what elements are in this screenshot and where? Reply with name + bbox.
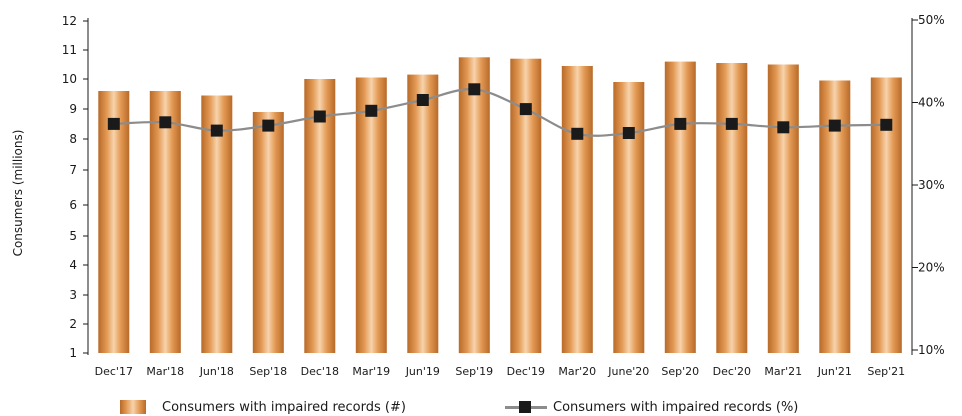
x-tick-label: Dec'18: [301, 365, 339, 378]
line-marker: [571, 127, 584, 140]
x-tick-label: Jun'19: [405, 365, 440, 378]
left-tick-label: 10: [62, 72, 77, 86]
bar: [252, 112, 284, 353]
bar: [613, 82, 645, 353]
legend-item-line: Consumers with impaired records (%): [505, 398, 798, 416]
left-tick-label: 6: [69, 198, 77, 212]
legend: Consumers with impaired records (#) Cons…: [0, 398, 962, 416]
bar: [304, 79, 336, 353]
x-tick-label: Mar'21: [764, 365, 802, 378]
series-line: [113, 88, 887, 137]
x-tick-label: June'20: [607, 365, 649, 378]
legend-label-bars: Consumers with impaired records (#): [162, 399, 406, 415]
bar: [201, 95, 233, 353]
left-tick-label: 3: [69, 288, 77, 302]
x-tick-label: Mar'19: [352, 365, 390, 378]
line-marker: [725, 117, 738, 130]
x-tick-label: Sep'18: [249, 365, 287, 378]
right-tick-label: 20%: [918, 261, 945, 275]
right-tick-label: 40%: [918, 96, 945, 110]
line-layer: [107, 83, 893, 140]
x-tick-label: Jun'18: [199, 365, 234, 378]
right-tick-label: 30%: [918, 178, 945, 192]
legend-item-bars: Consumers with impaired records (#): [120, 398, 406, 416]
line-marker: [159, 116, 172, 129]
line-marker: [880, 118, 893, 131]
bar: [664, 61, 696, 353]
bar: [767, 64, 799, 353]
line-marker: [313, 110, 326, 123]
line-marker: [107, 117, 120, 130]
left-tick-label: 12: [62, 14, 77, 28]
bar: [355, 77, 387, 353]
bar: [458, 57, 490, 354]
legend-swatch-bar: [120, 400, 146, 414]
y-axis-title: Consumers (millions): [11, 130, 25, 257]
legend-label-line: Consumers with impaired records (%): [553, 399, 799, 415]
right-tick-label: 50%: [918, 13, 945, 27]
left-tick-label: 2: [69, 317, 77, 331]
bar: [149, 91, 181, 353]
left-tick-label: 4: [69, 258, 77, 272]
bar: [716, 63, 748, 353]
chart: Consumers (millions) 12345678910111210%2…: [11, 13, 945, 378]
legend-swatch-line: [505, 400, 547, 414]
x-tick-label: Mar'18: [146, 365, 184, 378]
left-tick-label: 5: [69, 229, 77, 243]
line-marker: [622, 127, 635, 139]
line-marker: [828, 119, 841, 132]
x-tick-label: Mar'20: [558, 365, 596, 378]
left-tick-label: 9: [69, 102, 77, 116]
bar: [561, 66, 593, 353]
line-marker: [210, 124, 223, 137]
bars-layer: [98, 57, 902, 354]
line-marker: [262, 119, 275, 132]
x-tick-label: Dec'17: [95, 365, 133, 378]
bar: [407, 74, 439, 353]
x-tick-label: Sep'19: [455, 365, 493, 378]
x-tick-label: Sep'21: [867, 365, 905, 378]
left-tick-label: 8: [69, 132, 77, 146]
line-marker: [416, 94, 429, 106]
right-tick-label: 10%: [918, 343, 945, 357]
line-marker: [468, 83, 481, 96]
bar: [510, 58, 542, 353]
x-tick-label: Sep'20: [661, 365, 699, 378]
bar: [98, 91, 130, 353]
line-marker: [365, 104, 378, 117]
left-tick-label: 11: [62, 43, 77, 57]
x-tick-label: Dec'19: [507, 365, 545, 378]
line-marker: [519, 103, 532, 116]
left-tick-label: 1: [69, 346, 77, 360]
line-marker: [777, 121, 790, 134]
line-marker: [674, 117, 687, 130]
x-tick-label: Dec'20: [713, 365, 751, 378]
left-tick-label: 7: [69, 163, 77, 177]
x-tick-label: Jun'21: [817, 365, 852, 378]
